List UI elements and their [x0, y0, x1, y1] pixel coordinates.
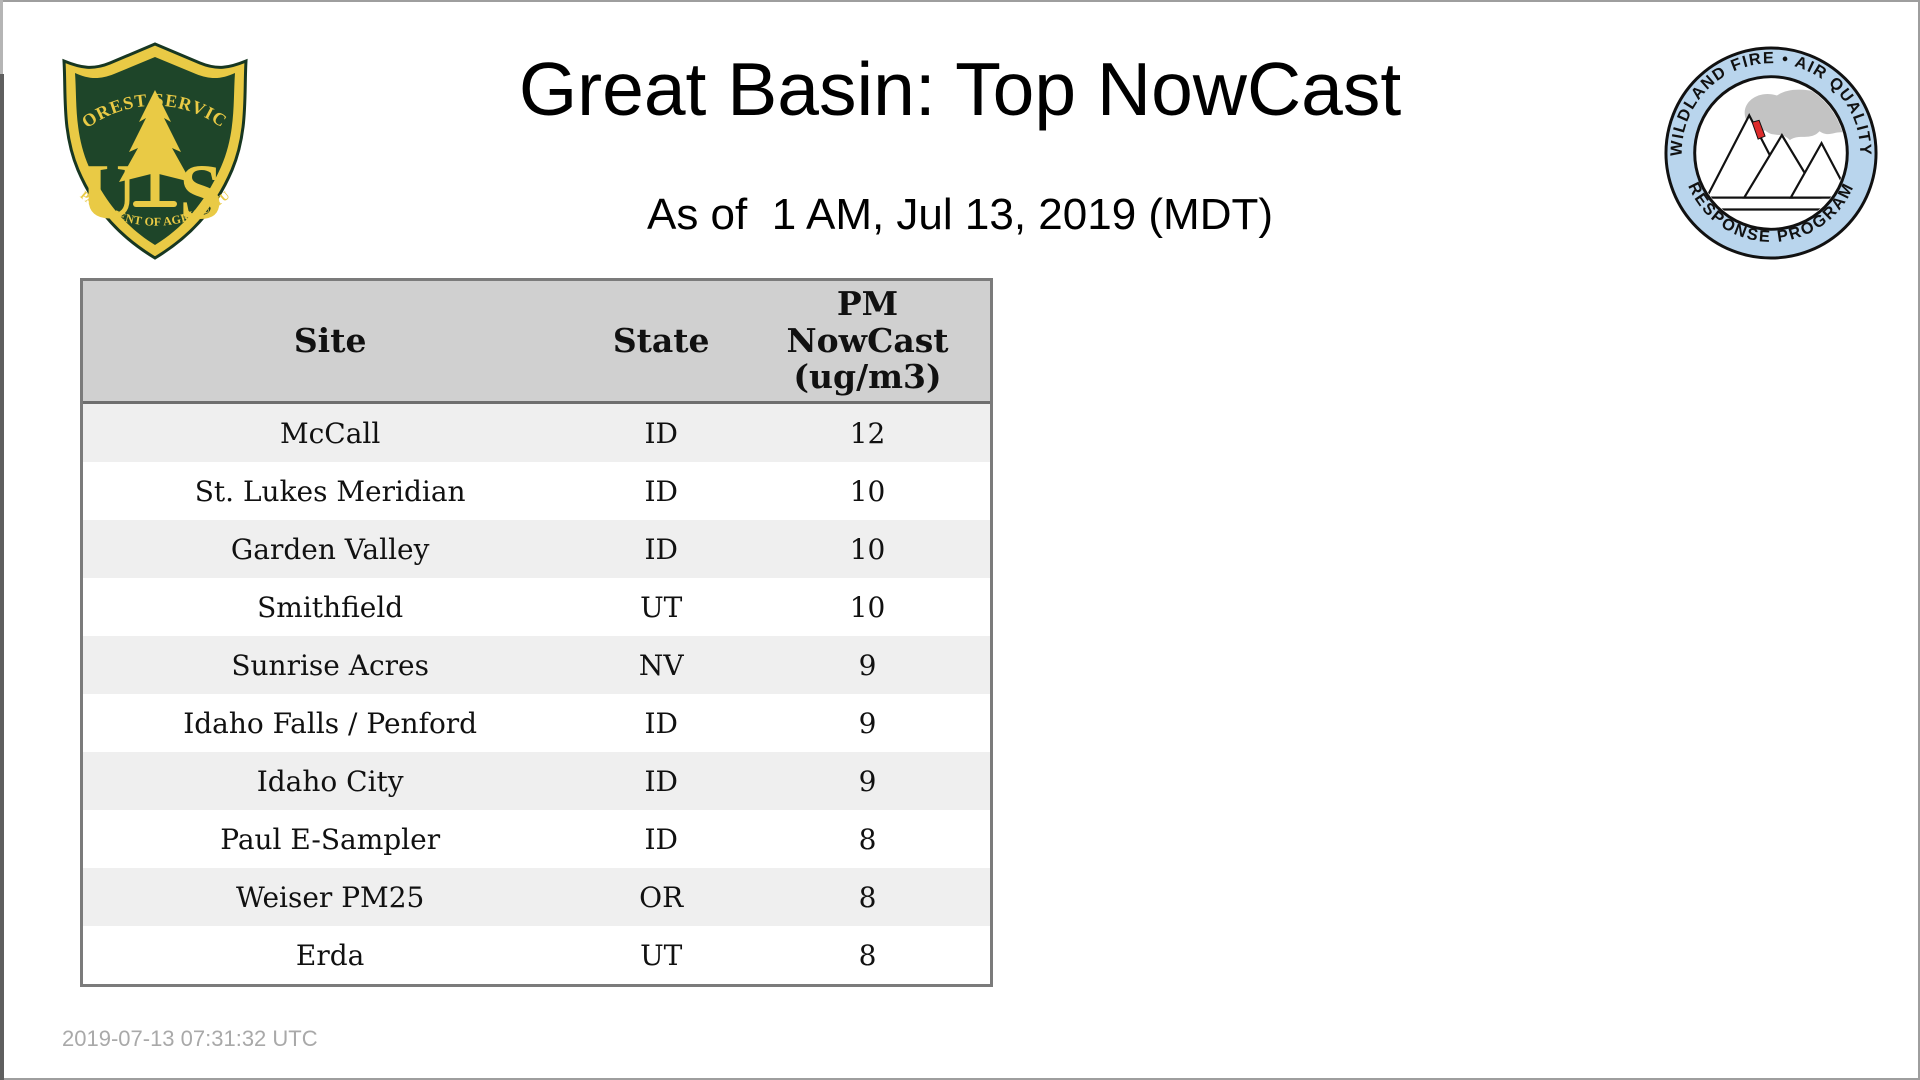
nowcast-table: Site State PM NowCast (ug/m3) McCall ID …: [80, 278, 993, 987]
table-row: Paul E-Sampler ID 8: [83, 810, 990, 868]
table-header-row: Site State PM NowCast (ug/m3): [83, 281, 990, 404]
forest-service-logo-icon: FOREST SERVICE U S DEPARTMENT OF AGRICUL…: [55, 40, 248, 260]
page-title: Great Basin: Top NowCast: [518, 47, 1402, 131]
column-header-site: Site: [293, 320, 367, 360]
state-cell: ID: [644, 706, 678, 740]
state-cell: ID: [644, 764, 678, 798]
state-cell: ID: [644, 416, 678, 450]
table-row: St. Lukes Meridian ID 10: [83, 462, 990, 520]
pm-value-cell: 9: [858, 764, 877, 798]
table-row: Garden Valley ID 10: [83, 520, 990, 578]
window-border-bottom: [0, 1078, 1920, 1080]
pm-value-cell: 10: [849, 532, 886, 566]
site-cell: St. Lukes Meridian: [194, 474, 466, 508]
site-cell: McCall: [279, 416, 381, 450]
letter-s: S: [179, 148, 222, 235]
window-border-right: [1918, 0, 1920, 1080]
table-row: Erda UT 8: [83, 926, 990, 984]
pm-value-cell: 8: [858, 880, 877, 914]
site-cell: Sunrise Acres: [231, 648, 429, 682]
pm-value-cell: 10: [849, 590, 886, 624]
pine-trunk: [150, 172, 160, 204]
window-border-left-dark: [0, 74, 4, 1080]
column-header-pm-nowcast: PM NowCast (ug/m3): [786, 283, 949, 397]
page-subtitle: As of 1 AM, Jul 13, 2019 (MDT): [646, 190, 1273, 239]
site-cell: Paul E-Sampler: [220, 822, 441, 856]
table-row: Idaho City ID 9: [83, 752, 990, 810]
table-row: Sunrise Acres NV 9: [83, 636, 990, 694]
pine-tree-icon: [119, 90, 191, 182]
pm-value-cell: 8: [858, 822, 877, 856]
table-row: Weiser PM25 OR 8: [83, 868, 990, 926]
window-border-top: [0, 0, 1920, 2]
site-cell: Idaho City: [256, 764, 404, 798]
state-cell: ID: [644, 822, 678, 856]
site-cell: Smithfield: [257, 590, 404, 624]
table-body: McCall ID 12 St. Lukes Meridian ID 10 Ga…: [83, 404, 990, 984]
table-row: Smithfield UT 10: [83, 578, 990, 636]
site-cell: Erda: [295, 938, 365, 972]
pm-value-cell: 10: [849, 474, 886, 508]
state-cell: OR: [639, 880, 684, 914]
state-cell: ID: [644, 532, 678, 566]
column-header-state: State: [612, 320, 710, 360]
pm-value-cell: 8: [858, 938, 877, 972]
wildland-fire-air-quality-logo-icon: WILDLAND FIRE • AIR QUALITY RESPONSE PRO…: [1664, 46, 1878, 260]
table-row: McCall ID 12: [83, 404, 990, 462]
state-cell: ID: [644, 474, 678, 508]
state-cell: NV: [638, 648, 684, 682]
site-cell: Garden Valley: [230, 532, 430, 566]
smoke-cloud: [1744, 89, 1846, 141]
site-cell: Idaho Falls / Penford: [183, 706, 478, 740]
pm-value-cell: 12: [849, 416, 886, 450]
letter-u: U: [81, 148, 137, 235]
pine-base: [133, 201, 177, 207]
state-cell: UT: [640, 590, 683, 624]
table-row: Idaho Falls / Penford ID 9: [83, 694, 990, 752]
pm-value-cell: 9: [858, 706, 877, 740]
generated-timestamp: 2019-07-13 07:31:32 UTC: [62, 1026, 318, 1051]
window-border-left-light: [0, 0, 3, 74]
pm-value-cell: 9: [858, 648, 877, 682]
fire-mark-icon: [1751, 119, 1766, 140]
site-cell: Weiser PM25: [235, 880, 425, 914]
state-cell: UT: [640, 938, 683, 972]
